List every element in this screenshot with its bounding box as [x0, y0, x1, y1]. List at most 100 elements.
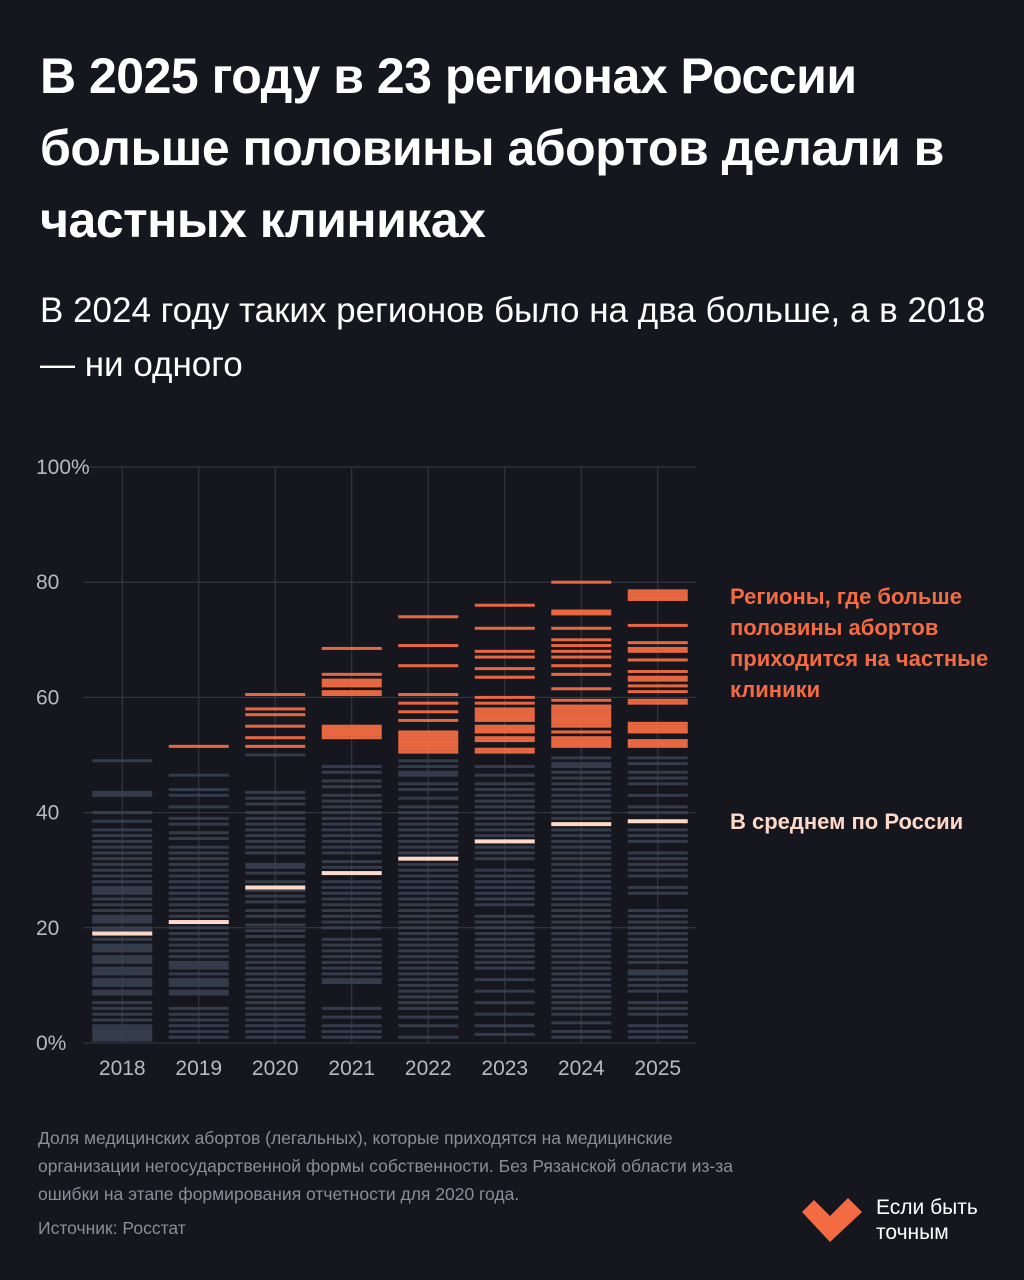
region-mark: [245, 949, 306, 953]
region-mark-private-majority: [627, 589, 688, 593]
region-mark-private-majority: [551, 744, 612, 748]
region-mark: [168, 966, 229, 970]
average-mark: [168, 920, 229, 925]
region-mark: [474, 880, 535, 884]
region-mark: [168, 992, 229, 996]
region-mark: [551, 966, 612, 970]
region-mark: [551, 926, 612, 930]
region-mark: [92, 1001, 153, 1005]
region-mark: [627, 1035, 688, 1039]
region-mark: [168, 1018, 229, 1022]
region-mark: [474, 828, 535, 832]
region-mark: [168, 932, 229, 936]
region-mark: [92, 978, 153, 982]
region-mark-private-majority: [398, 615, 459, 619]
region-mark: [398, 770, 459, 774]
y-tick-label: 40: [36, 802, 59, 825]
region-mark-private-majority: [474, 655, 535, 659]
region-mark: [627, 805, 688, 809]
region-mark: [398, 805, 459, 809]
y-tick-label: 20: [36, 917, 59, 940]
average-mark: [627, 819, 688, 824]
region-mark: [321, 903, 382, 907]
region-mark: [245, 816, 306, 820]
x-tick-label: 2023: [481, 1057, 528, 1080]
region-mark: [92, 874, 153, 878]
region-mark: [92, 966, 153, 970]
region-mark: [321, 960, 382, 964]
region-mark: [398, 782, 459, 786]
region-mark-private-majority: [245, 713, 306, 717]
region-mark: [398, 1015, 459, 1019]
annotation-private-majority: Регионы, где больше половины абортов при…: [730, 584, 989, 702]
region-mark: [321, 1029, 382, 1033]
region-mark-private-majority: [474, 710, 535, 714]
region-mark-private-majority: [398, 744, 459, 748]
region-mark: [168, 874, 229, 878]
region-mark: [321, 914, 382, 918]
region-mark: [398, 834, 459, 838]
region-mark: [551, 1001, 612, 1005]
region-mark: [398, 983, 459, 987]
region-mark: [92, 989, 153, 993]
region-mark: [398, 1035, 459, 1039]
region-mark-private-majority: [627, 724, 688, 728]
region-mark: [627, 874, 688, 878]
region-mark: [474, 955, 535, 959]
region-mark: [398, 960, 459, 964]
region-mark-private-majority: [551, 609, 612, 613]
region-mark-private-majority: [627, 623, 688, 627]
region-mark-private-majority: [321, 646, 382, 650]
region-mark: [245, 862, 306, 866]
footnote: Доля медицинских абортов (легальных), ко…: [38, 1128, 733, 1204]
region-mark-private-majority: [627, 641, 688, 645]
region-mark-private-majority: [551, 718, 612, 722]
region-mark: [321, 765, 382, 769]
region-mark-private-majority: [551, 739, 612, 743]
region-mark: [92, 1024, 153, 1028]
region-mark: [92, 897, 153, 901]
region-mark: [92, 1029, 153, 1033]
region-mark: [474, 799, 535, 803]
region-mark: [92, 926, 153, 930]
region-mark: [245, 753, 306, 757]
region-mark: [398, 862, 459, 866]
x-tick-label: 2024: [558, 1057, 605, 1080]
region-mark: [92, 885, 153, 889]
region-mark: [398, 966, 459, 970]
region-mark: [245, 871, 306, 875]
region-mark: [92, 946, 153, 950]
region-mark: [321, 943, 382, 947]
region-mark: [627, 978, 688, 982]
region-mark: [474, 1024, 535, 1028]
region-mark: [168, 857, 229, 861]
region-mark: [245, 880, 306, 884]
region-mark: [627, 960, 688, 964]
region-mark: [551, 845, 612, 849]
region-mark-private-majority: [321, 724, 382, 728]
region-mark: [168, 1024, 229, 1028]
region-mark: [551, 793, 612, 797]
page-title: В 2025 году в 23 регионах России больше …: [40, 48, 944, 248]
region-mark: [398, 839, 459, 843]
region-mark-private-majority: [474, 736, 535, 740]
region-mark: [92, 960, 153, 964]
average-mark: [551, 822, 612, 827]
region-mark-private-majority: [551, 649, 612, 653]
region-mark: [321, 828, 382, 832]
region-mark: [398, 885, 459, 889]
region-mark: [168, 978, 229, 982]
region-mark-private-majority: [551, 626, 612, 630]
region-mark: [92, 969, 153, 973]
region-mark: [398, 909, 459, 913]
region-mark-private-majority: [627, 698, 688, 702]
region-mark-private-majority: [474, 701, 535, 705]
region-mark: [92, 862, 153, 866]
region-mark-private-majority: [627, 597, 688, 601]
region-mark: [627, 834, 688, 838]
region-mark: [92, 949, 153, 953]
region-mark: [398, 995, 459, 999]
strip-chart: 100% 80 60 40 20 0% 2018 2019 2020 2021 2022 2023 20…: [36, 456, 696, 1080]
region-mark: [398, 828, 459, 832]
region-mark-private-majority: [398, 644, 459, 648]
